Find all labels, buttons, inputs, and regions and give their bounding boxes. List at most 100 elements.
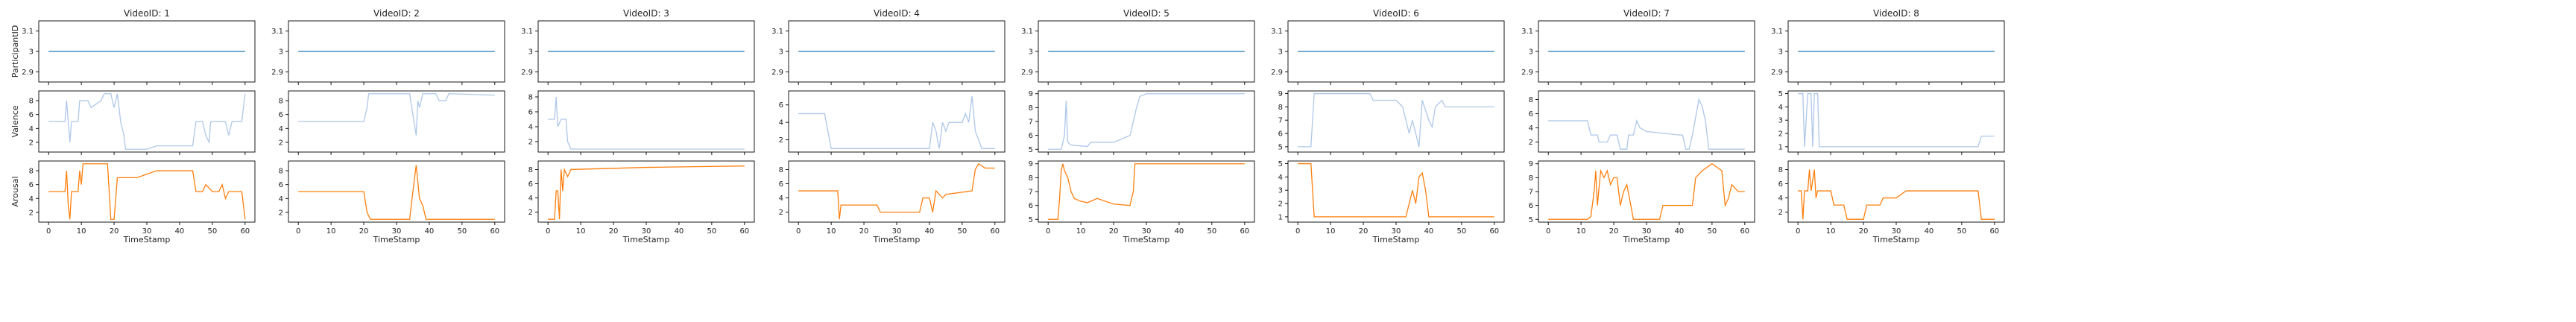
y-tick-label: 9 <box>1278 90 1283 98</box>
y-tick-label: 4 <box>528 124 533 132</box>
y-tick-label: 8 <box>279 98 283 106</box>
y-tick-label: 3.1 <box>1271 28 1283 36</box>
x-tick-label: 10 <box>1326 227 1336 236</box>
x-tick-label: 50 <box>707 227 717 236</box>
x-tick-label: 0 <box>46 227 51 236</box>
y-tick-label: 3.1 <box>1521 28 1533 36</box>
y-tick-label: 6 <box>29 111 34 119</box>
y-tick-label: 4 <box>29 125 34 133</box>
series-line-arousal-video-8 <box>1798 169 1995 220</box>
panel-title: VideoID: 2 <box>373 8 420 19</box>
y-tick-label: 8 <box>1029 104 1033 113</box>
y-tick-label: 7 <box>1029 119 1033 127</box>
y-tick-label: 2 <box>29 209 34 217</box>
y-tick-label: 2.9 <box>771 69 783 77</box>
y-tick-label: 5 <box>1778 90 1783 98</box>
series-line-valence-video-7 <box>1548 98 1745 150</box>
x-tick-label: 60 <box>990 227 1000 236</box>
y-tick-label: 2.9 <box>22 69 34 77</box>
y-tick-label: 6 <box>779 180 783 189</box>
x-tick-label: 20 <box>1609 227 1619 236</box>
y-tick-label: 8 <box>1278 104 1283 112</box>
x-tick-label: 40 <box>175 227 185 236</box>
x-tick-label: 30 <box>142 227 152 236</box>
series-line-valence-video-1 <box>48 93 246 150</box>
y-tick-label: 5 <box>1529 216 1533 224</box>
series-line-arousal-video-6 <box>1298 162 1494 218</box>
axes-frame <box>1538 160 1755 223</box>
x-axis-label: TimeStamp <box>373 235 420 244</box>
y-tick-label: 3.1 <box>22 28 34 36</box>
y-tick-label: 2 <box>779 136 783 145</box>
x-tick-label: 50 <box>958 227 967 236</box>
y-tick-label: 2 <box>1778 130 1783 139</box>
y-tick-label: 5 <box>1029 146 1033 154</box>
y-tick-label: 6 <box>528 180 533 189</box>
series-line-arousal-video-1 <box>48 163 246 220</box>
x-tick-label: 40 <box>1925 227 1934 236</box>
y-tick-label: 3 <box>279 48 283 57</box>
x-tick-label: 0 <box>1046 227 1050 236</box>
y-tick-label: 6 <box>1529 202 1533 210</box>
y-axis-label: Valence <box>10 105 20 137</box>
y-tick-label: 8 <box>1778 166 1783 174</box>
y-tick-label: 3 <box>779 48 783 57</box>
x-tick-label: 30 <box>1642 227 1652 236</box>
y-tick-label: 6 <box>1529 110 1533 119</box>
y-tick-label: 8 <box>1029 174 1033 183</box>
y-tick-label: 2 <box>279 139 283 147</box>
y-tick-label: 6 <box>779 101 783 110</box>
y-tick-label: 8 <box>779 166 783 174</box>
y-tick-label: 5 <box>1278 160 1283 168</box>
x-axis-label: TimeStamp <box>1872 235 1920 244</box>
x-tick-label: 10 <box>576 227 586 236</box>
y-tick-label: 5 <box>1029 216 1033 224</box>
y-tick-label: 2.9 <box>1521 69 1533 77</box>
x-tick-label: 40 <box>1175 227 1184 236</box>
series-line-valence-video-2 <box>298 93 495 136</box>
y-tick-label: 3.1 <box>1021 28 1033 36</box>
y-tick-label: 2 <box>279 209 283 217</box>
x-axis-label: TimeStamp <box>873 235 921 244</box>
y-axis-label: Arousal <box>10 176 20 206</box>
y-tick-label: 6 <box>528 109 533 117</box>
panel-title: VideoID: 6 <box>1373 8 1419 19</box>
x-tick-label: 10 <box>827 227 836 236</box>
y-tick-label: 3 <box>1278 187 1283 195</box>
x-tick-label: 30 <box>1392 227 1401 236</box>
y-tick-label: 3 <box>1278 48 1283 57</box>
y-tick-label: 6 <box>1778 180 1783 189</box>
panel-title: VideoID: 7 <box>1623 8 1670 19</box>
y-tick-label: 8 <box>29 98 34 106</box>
y-tick-label: 2 <box>1778 209 1783 217</box>
y-tick-label: 4 <box>779 119 783 127</box>
x-tick-label: 50 <box>208 227 218 236</box>
y-tick-label: 2 <box>528 139 533 147</box>
x-tick-label: 50 <box>1708 227 1717 236</box>
x-axis-label: TimeStamp <box>1372 235 1420 244</box>
series-line-arousal-video-4 <box>798 162 995 220</box>
y-tick-label: 3.1 <box>271 28 283 36</box>
series-line-valence-video-6 <box>1298 92 1494 148</box>
panel-title: VideoID: 3 <box>623 8 669 19</box>
y-axis-label: ParticipantID <box>10 25 20 78</box>
x-tick-label: 20 <box>359 227 369 236</box>
y-tick-label: 4 <box>29 195 34 203</box>
x-tick-label: 40 <box>1675 227 1685 236</box>
x-tick-label: 60 <box>1489 227 1499 236</box>
x-tick-label: 30 <box>642 227 651 236</box>
x-tick-label: 60 <box>490 227 499 236</box>
axes-frame <box>1287 160 1505 223</box>
series-line-valence-video-4 <box>798 95 995 149</box>
y-tick-label: 7 <box>1029 189 1033 197</box>
y-tick-label: 3.1 <box>771 28 783 36</box>
y-tick-label: 9 <box>1029 160 1033 168</box>
y-tick-label: 4 <box>279 125 283 133</box>
y-tick-label: 2 <box>528 209 533 217</box>
x-tick-label: 50 <box>1208 227 1217 236</box>
x-tick-label: 40 <box>425 227 435 236</box>
y-tick-label: 4 <box>1778 195 1783 203</box>
x-tick-label: 20 <box>1359 227 1368 236</box>
panel-title: VideoID: 4 <box>874 8 920 19</box>
y-tick-label: 4 <box>779 195 783 203</box>
